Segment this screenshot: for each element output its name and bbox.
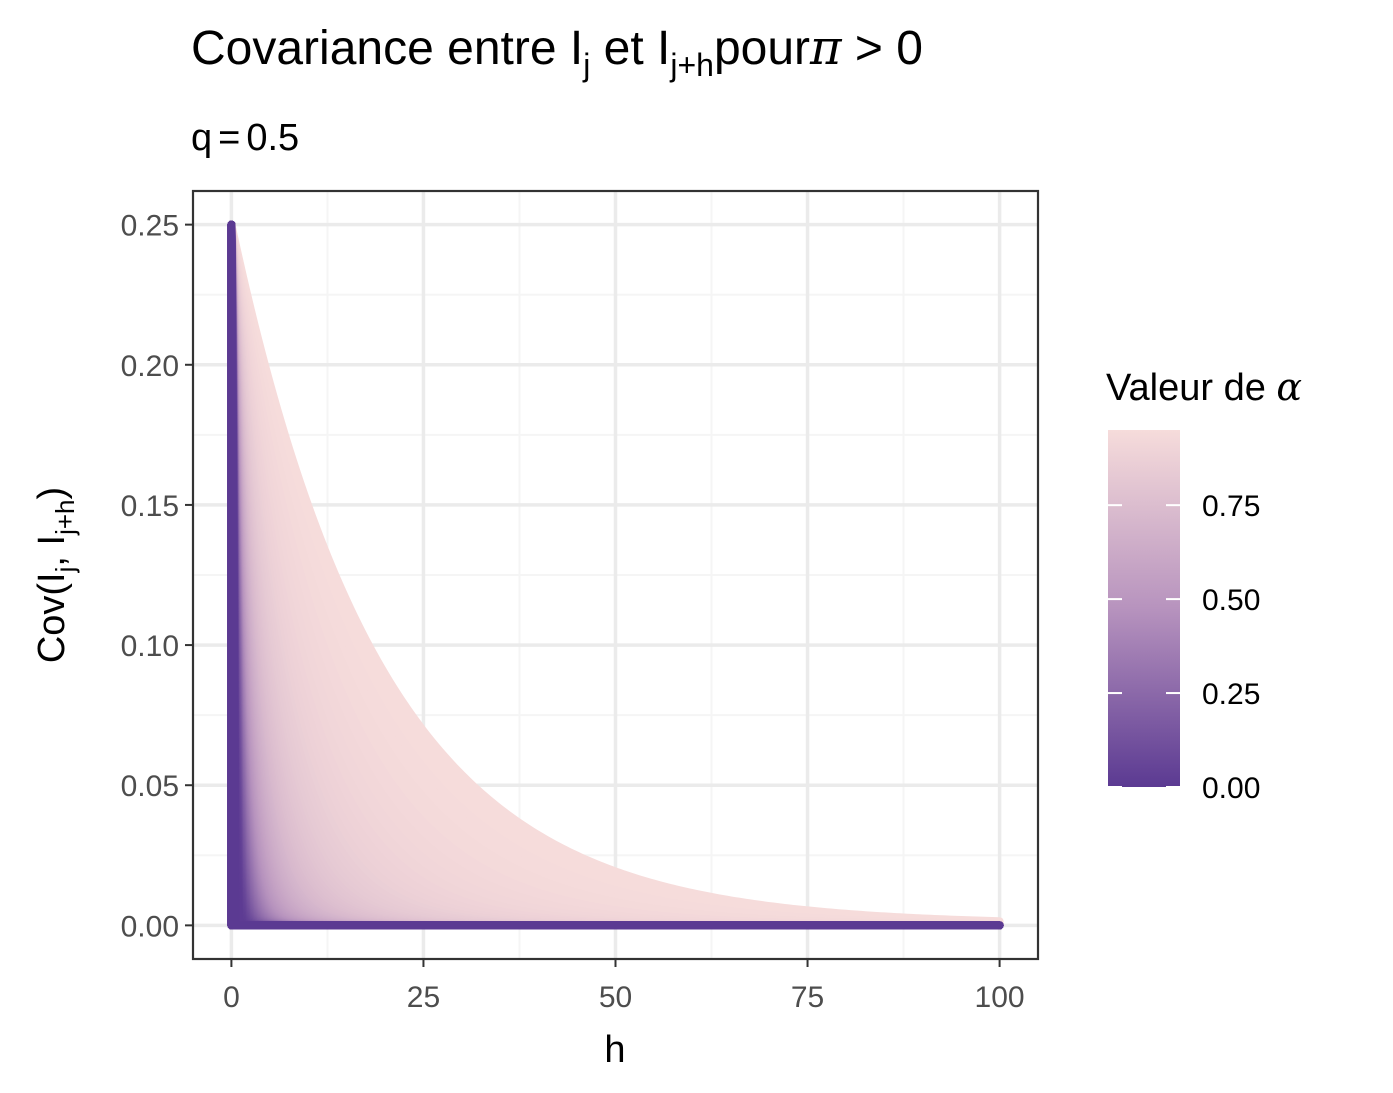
legend-ticks: 0.00 0.25 0.50 0.75 <box>1108 490 1260 805</box>
y-tick-label: 0.05 <box>121 770 179 803</box>
x-axis: 0 25 50 75 100 <box>223 959 1025 1014</box>
x-tick-label: 100 <box>975 981 1025 1014</box>
y-tick-label: 0.20 <box>121 350 179 383</box>
covariance-curve <box>227 220 1004 930</box>
legend-tick-label: 0.50 <box>1202 584 1260 617</box>
covariance-area <box>227 220 1004 930</box>
legend: Valeur de α 0.00 0.25 0.50 0.75 <box>1106 365 1302 805</box>
x-tick-label: 0 <box>223 981 240 1014</box>
y-tick-label: 0.25 <box>121 210 179 243</box>
legend-tick-label: 0.00 <box>1202 772 1260 805</box>
legend-tick-label: 0.25 <box>1202 678 1260 711</box>
legend-tick-label: 0.75 <box>1202 490 1260 523</box>
y-tick-label: 0.15 <box>121 490 179 523</box>
x-tick-label: 50 <box>599 981 632 1014</box>
y-tick-label: 0.10 <box>121 630 179 663</box>
covariance-curve <box>227 220 1004 930</box>
y-axis: 0.00 0.05 0.10 0.15 0.20 0.25 <box>121 210 193 943</box>
chart-title: Covariance entre Ij et Ij+hpourπ > 0 <box>191 20 923 83</box>
x-axis-label: h <box>604 1029 625 1071</box>
x-tick-label: 25 <box>407 981 440 1014</box>
x-tick-label: 75 <box>791 981 824 1014</box>
y-axis-label: Cov(Ij, Ij+h) <box>31 487 80 663</box>
chart-subtitle: q = 0.5 <box>191 117 299 159</box>
legend-title: Valeur de α <box>1106 365 1302 409</box>
legend-colorbar <box>1108 430 1180 787</box>
y-tick-label: 0.00 <box>121 910 179 943</box>
